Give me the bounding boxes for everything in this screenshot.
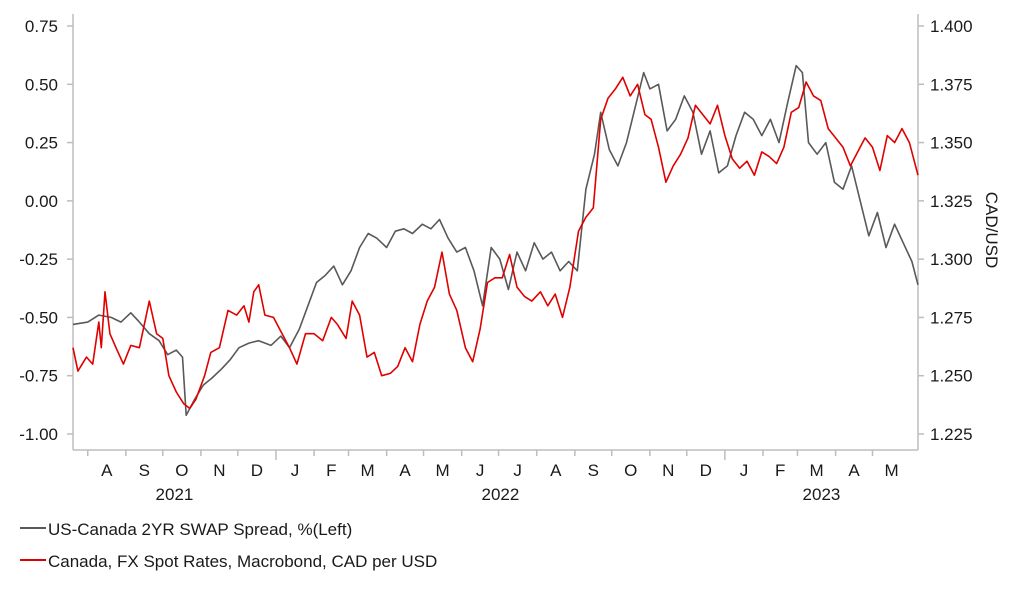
month-label: J [740,461,749,480]
left-tick-label: -0.50 [19,308,58,327]
year-label: 2023 [803,485,841,504]
left-tick-label: 0.50 [25,75,58,94]
month-label: J [513,461,522,480]
legend-swatch-fx [20,559,46,561]
left-tick-label: 0.25 [25,134,58,153]
month-label: N [662,461,674,480]
left-tick-label: 0.00 [25,192,58,211]
month-label: J [476,461,485,480]
month-label: S [139,461,150,480]
month-label: F [326,461,336,480]
right-tick-label: 1.400 [930,17,973,36]
month-label: M [360,461,374,480]
left-tick-label: -0.25 [19,250,58,269]
right-axis-label: CAD/USD [982,192,1001,269]
month-label: D [700,461,712,480]
month-label: N [213,461,225,480]
month-label: A [848,461,860,480]
right-tick-label: 1.275 [930,308,973,327]
left-tick-label: -0.75 [19,367,58,386]
month-label: A [101,461,113,480]
month-label: J [291,461,300,480]
legend-item-spread: US-Canada 2YR SWAP Spread, %(Left) [20,520,352,540]
month-label: A [550,461,562,480]
right-tick-label: 1.350 [930,134,973,153]
month-label: S [588,461,599,480]
axes: -1.00 -0.75 -0.50 -0.25 0.00 0.25 0.50 0.75 1.22… [19,14,973,504]
series-line-fx [72,76,919,410]
series-line-spread [72,64,919,417]
left-tick-label: 0.75 [25,17,58,36]
legend-swatch-spread [20,527,46,529]
year-label: 2021 [156,485,194,504]
month-label: D [251,461,263,480]
right-tick-label: 1.225 [930,425,973,444]
year-label: 2022 [482,485,520,504]
legend-label-spread: US-Canada 2YR SWAP Spread, %(Left) [48,520,353,539]
month-label: A [399,461,411,480]
month-label: F [775,461,785,480]
month-label: O [624,461,637,480]
month-label: M [436,461,450,480]
legend-label-fx: Canada, FX Spot Rates, Macrobond, CAD pe… [48,552,438,571]
right-tick-label: 1.375 [930,75,973,94]
month-label: M [884,461,898,480]
month-label: O [175,461,188,480]
series-lines [72,64,919,417]
right-tick-label: 1.250 [930,367,973,386]
legend-item-fx: Canada, FX Spot Rates, Macrobond, CAD pe… [20,552,437,572]
right-tick-label: 1.325 [930,192,973,211]
right-tick-label: 1.300 [930,250,973,269]
month-label: M [809,461,823,480]
left-tick-label: -1.00 [19,425,58,444]
